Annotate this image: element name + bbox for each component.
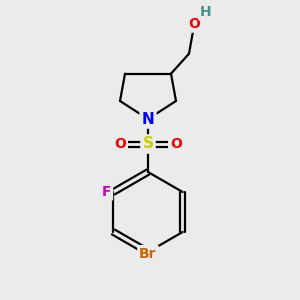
Text: Br: Br: [139, 247, 157, 261]
Text: H: H: [200, 5, 212, 19]
Text: O: O: [188, 17, 200, 31]
Text: N: N: [142, 112, 154, 127]
Text: F: F: [102, 185, 111, 199]
Text: O: O: [114, 137, 126, 151]
Text: S: S: [142, 136, 154, 152]
Text: O: O: [170, 137, 182, 151]
